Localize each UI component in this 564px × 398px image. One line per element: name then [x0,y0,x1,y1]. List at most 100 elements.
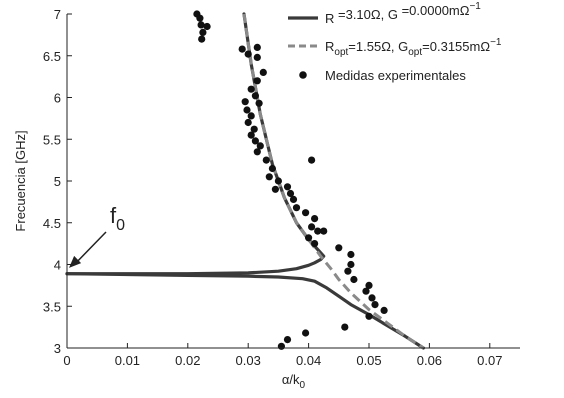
measured-point [311,240,319,248]
measured-point [253,53,261,62]
x-tick-label: 0 [63,353,70,368]
y-tick-label: 3.5 [43,299,61,314]
legend-label-measured: Medidas experimentales [325,68,466,83]
legend-r-sup: −1 [469,1,481,12]
measured-point [283,183,292,191]
measured-point [380,306,388,314]
measured-point [247,112,255,120]
measured-point [244,118,252,127]
f0-arrow-line [76,231,107,263]
measured-point [251,92,259,100]
measured-point [198,35,206,43]
curves-layer [65,12,425,350]
legend-r-tail: =0.0000mΩ [398,3,470,18]
x-tick-label: 0.05 [356,353,381,368]
measured-point [344,267,352,275]
measured-point [197,21,205,29]
f0-arrow-head [69,255,82,268]
measured-point [243,106,251,114]
measured-point [247,85,255,93]
legend-ropt-tail: =0.3155mΩ [422,39,490,54]
measured-point [311,215,319,223]
x-ticks: 0 0.01 0.02 0.03 0.04 0.05 0.06 0.07 [63,343,502,368]
measured-point [371,301,379,309]
measured-point [289,195,298,203]
y-tick-label: 4 [54,258,61,273]
measured-point [305,234,313,242]
legend-ropt-a-sub: opt [334,47,348,58]
measured-point [320,227,328,235]
legend-r-mid: =3.10Ω, G [334,7,398,22]
measured-point [283,336,292,344]
f0-annotation-sub: 0 [116,217,125,234]
measured-point [256,142,264,150]
y-tick-label: 6 [54,91,61,106]
y-tick-label: 3 [54,341,61,356]
measured-point [347,260,355,269]
measured-point [247,131,255,139]
f0-annotation: f0 [69,203,125,268]
f0-annotation-main: f [110,203,117,228]
y-tick-label: 6.5 [43,49,61,64]
measured-point [196,14,204,22]
x-tick-label: 0.02 [175,353,200,368]
measured-point [271,185,279,193]
x-axis-label-main: α/k [282,372,300,387]
measured-point [308,156,316,164]
scatter-layer [193,10,388,350]
measured-point [241,98,249,106]
measured-point [277,342,285,350]
x-tick-label: 0.04 [296,353,321,368]
legend-swatch-measured [299,71,307,79]
y-tick-label: 7 [54,7,61,22]
measured-point [265,173,273,181]
measured-point [203,22,211,31]
x-tick-label: 0.01 [115,353,140,368]
measured-point [365,312,373,320]
measured-point [199,28,207,36]
series-ropt-branch-0 [242,13,425,350]
measured-point [286,189,295,198]
x-axis-label-sub: 0 [300,380,306,391]
y-tick-label: 4.5 [43,216,61,231]
measured-point [362,287,370,295]
measured-point [250,125,258,133]
series-r-branch-1 [65,272,425,350]
measured-point [350,275,358,284]
measured-point [253,43,261,52]
measured-point [268,164,276,173]
x-axis-label: α/k0 [282,372,306,391]
f0-annotation-label: f0 [110,203,125,234]
y-tick-label: 5 [54,174,61,189]
legend-label-ropt: Ropt=1.55Ω, Gopt=0.3155mΩ−1 [325,37,502,58]
legend-ropt-b-sub: opt [408,47,422,58]
legend: R =3.10Ω, G =0.0000mΩ−1 Ropt=1.55Ω, Gopt… [288,1,502,83]
measured-point [255,99,263,107]
measured-point [253,77,261,85]
measured-point [335,244,343,252]
y-axis-label: Frecuencia [GHz] [13,130,28,231]
measured-point [302,329,310,337]
legend-ropt-a: R [325,39,334,54]
series-r-branch-0 [65,12,326,276]
x-tick-label: 0.06 [417,353,442,368]
measured-point [253,148,261,156]
measured-point [368,294,376,302]
measured-point [238,45,246,53]
measured-point [244,50,252,58]
measured-point [251,137,259,145]
y-tick-label: 5.5 [43,132,61,147]
legend-ropt-sup: −1 [490,37,502,48]
measured-point [314,227,322,235]
axes-layer [66,14,520,349]
measured-point [292,204,301,212]
x-tick-label: 0.07 [477,353,502,368]
legend-ropt-mid: =1.55Ω, G [348,39,408,54]
x-tick-label: 0.03 [236,353,261,368]
measured-point [302,209,310,217]
measured-point [274,177,282,185]
measured-point [365,281,373,289]
y-ticks: 3 3.5 4 4.5 5 5.5 6 6.5 7 [43,7,72,356]
legend-r-a: R [325,11,334,26]
